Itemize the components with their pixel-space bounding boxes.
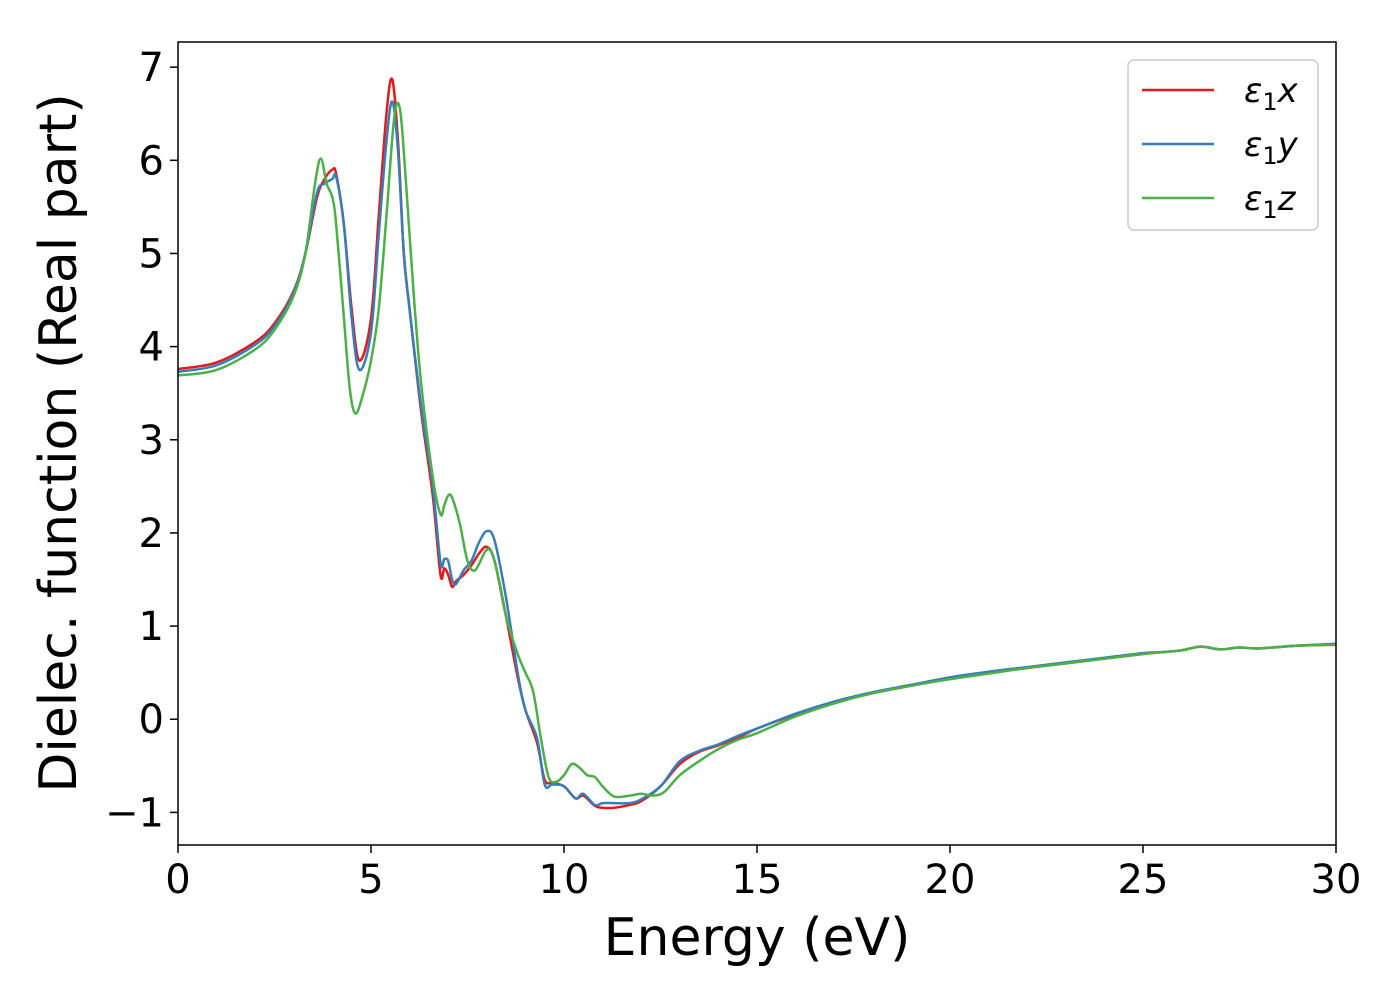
y-tick-label: 7 <box>139 45 164 91</box>
x-tick-label: 30 <box>1311 857 1362 903</box>
x-tick-label: 0 <box>165 857 190 903</box>
y-tick-label: 4 <box>139 325 164 371</box>
y-tick-label: 1 <box>139 604 164 650</box>
y-tick-label: −1 <box>105 790 164 836</box>
y-tick-label: 5 <box>139 231 164 277</box>
x-axis-title: Energy (eV) <box>604 908 911 968</box>
y-tick-label: 2 <box>139 511 164 557</box>
x-tick-label: 10 <box>539 857 590 903</box>
y-axis-ticks: −1 0 1 2 3 4 5 6 7 <box>105 45 178 836</box>
y-axis-title: Dielec. function (Real part) <box>29 93 89 792</box>
legend: ε1x ε1y ε1z <box>1127 59 1319 231</box>
series-layer <box>178 77 1336 810</box>
y-tick-label: 0 <box>139 697 164 743</box>
y-tick-label: 3 <box>139 418 164 464</box>
x-tick-label: 25 <box>1118 857 1169 903</box>
legend-label-z: ε1z <box>1244 179 1297 224</box>
x-axis-ticks: 0 5 10 15 20 25 30 <box>165 845 1361 903</box>
legend-label-y: ε1y <box>1244 125 1299 170</box>
series-line-z <box>178 101 1336 799</box>
x-tick-label: 5 <box>358 857 383 903</box>
y-tick-label: 6 <box>139 138 164 184</box>
x-tick-label: 15 <box>732 857 783 903</box>
x-tick-label: 20 <box>925 857 976 903</box>
series-line-y <box>178 100 1336 807</box>
legend-label-x: ε1x <box>1244 71 1299 116</box>
legend-frame <box>1127 59 1319 231</box>
